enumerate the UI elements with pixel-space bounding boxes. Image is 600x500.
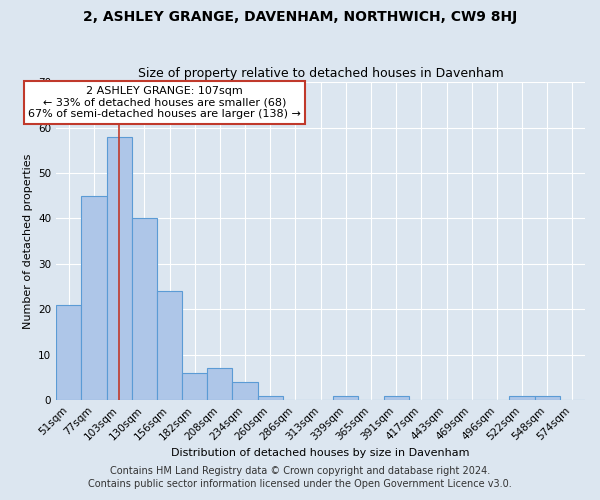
- Text: 2 ASHLEY GRANGE: 107sqm
← 33% of detached houses are smaller (68)
67% of semi-de: 2 ASHLEY GRANGE: 107sqm ← 33% of detache…: [28, 86, 301, 119]
- Bar: [56, 305, 82, 400]
- Bar: [383, 396, 409, 400]
- Title: Size of property relative to detached houses in Davenham: Size of property relative to detached ho…: [138, 66, 503, 80]
- Bar: [182, 373, 208, 400]
- Bar: [157, 291, 182, 400]
- X-axis label: Distribution of detached houses by size in Davenham: Distribution of detached houses by size …: [172, 448, 470, 458]
- Bar: [132, 218, 157, 400]
- Bar: [535, 396, 560, 400]
- Bar: [107, 136, 132, 400]
- Bar: [232, 382, 257, 400]
- Text: 2, ASHLEY GRANGE, DAVENHAM, NORTHWICH, CW9 8HJ: 2, ASHLEY GRANGE, DAVENHAM, NORTHWICH, C…: [83, 10, 517, 24]
- Y-axis label: Number of detached properties: Number of detached properties: [23, 154, 32, 329]
- Bar: [257, 396, 283, 400]
- Bar: [208, 368, 232, 400]
- Text: Contains HM Land Registry data © Crown copyright and database right 2024.
Contai: Contains HM Land Registry data © Crown c…: [88, 466, 512, 489]
- Bar: [82, 196, 107, 400]
- Bar: [509, 396, 535, 400]
- Bar: [333, 396, 358, 400]
